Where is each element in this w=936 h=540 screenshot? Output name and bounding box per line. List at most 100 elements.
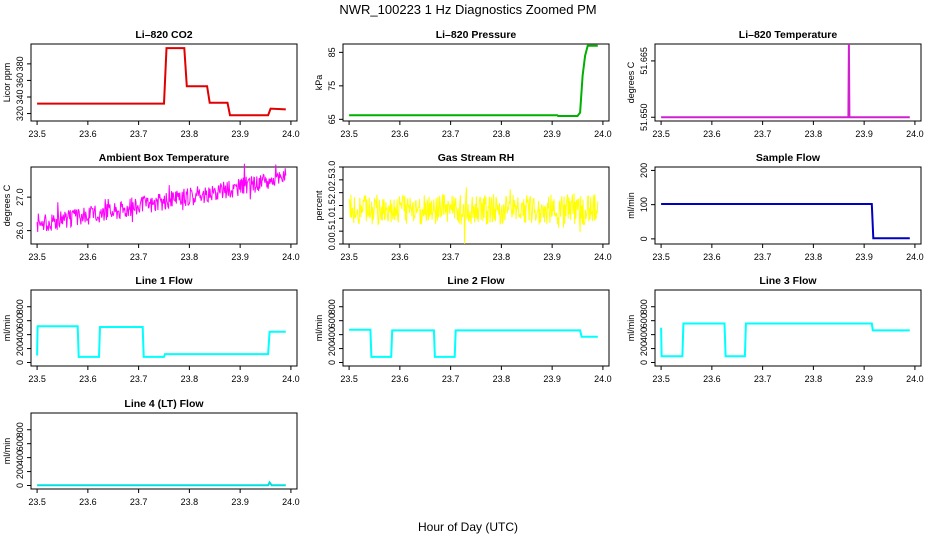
y-tick-label: 340 bbox=[15, 89, 25, 104]
x-tick-label: 23.6 bbox=[391, 129, 409, 139]
x-tick-label: 23.8 bbox=[493, 129, 511, 139]
y-tick-label: 380 bbox=[15, 56, 25, 71]
y-tick-label: 1.5 bbox=[327, 199, 337, 212]
x-tick-label: 23.7 bbox=[130, 374, 148, 384]
x-tick-label: 23.9 bbox=[855, 252, 873, 262]
y-tick-label: 0.5 bbox=[327, 225, 337, 238]
chart-panel: Li–820 Pressure kPa 23.5 23.6 23.7 23.8 23.9 24… bbox=[314, 29, 612, 139]
y-tick-label: 400 bbox=[639, 327, 649, 342]
panel-title: Li–820 Temperature bbox=[739, 29, 838, 41]
x-tick-label: 23.9 bbox=[231, 129, 249, 139]
plot-frame bbox=[654, 43, 922, 122]
y-tick-label: 200 bbox=[15, 464, 25, 479]
plot-frame bbox=[342, 289, 610, 367]
x-tick-label: 23.6 bbox=[79, 497, 97, 507]
x-tick-label: 23.9 bbox=[855, 129, 873, 139]
x-tick-label: 23.9 bbox=[543, 252, 561, 262]
x-tick-label: 23.5 bbox=[340, 252, 358, 262]
x-tick-label: 23.9 bbox=[231, 497, 249, 507]
y-tick-label: 200 bbox=[327, 341, 337, 356]
y-tick-label: 800 bbox=[327, 299, 337, 314]
y-axis-label: kPa bbox=[314, 75, 324, 91]
x-tick-label: 23.5 bbox=[28, 129, 46, 139]
plot-frame bbox=[30, 289, 298, 367]
y-tick-label: 0 bbox=[15, 483, 25, 488]
y-tick-label: 200 bbox=[639, 163, 649, 178]
chart-panels: Li–820 CO2 Licor ppm 23.5 23.6 23.7 23.8 23.9 2… bbox=[2, 29, 924, 507]
plot-frame bbox=[30, 412, 298, 490]
chart-panel: Li–820 CO2 Licor ppm 23.5 23.6 23.7 23.8 23.9 2… bbox=[2, 29, 300, 139]
x-tick-label: 24.0 bbox=[282, 497, 300, 507]
chart-panel: Sample Flow ml/min 23.5 23.6 23.7 23.8 23.9 24.… bbox=[626, 152, 924, 262]
y-tick-label: 51.650 bbox=[639, 103, 649, 131]
series-line bbox=[348, 187, 599, 244]
y-tick-label: 0 bbox=[327, 360, 337, 365]
chart-panel: Line 2 Flow ml/min 23.5 23.6 23.7 23.8 23.9 24.… bbox=[314, 275, 612, 384]
chart-panel: Gas Stream RH percent 23.5 23.6 23.7 23.8 23.9… bbox=[314, 152, 612, 262]
y-tick-label: 0 bbox=[639, 360, 649, 365]
x-tick-label: 23.8 bbox=[805, 374, 823, 384]
panel-title: Line 1 Flow bbox=[135, 275, 193, 287]
y-tick-label: 200 bbox=[15, 341, 25, 356]
y-tick-label: 600 bbox=[327, 313, 337, 328]
x-tick-label: 24.0 bbox=[282, 129, 300, 139]
series-line bbox=[36, 163, 287, 233]
y-tick-label: 51.665 bbox=[639, 47, 649, 75]
x-tick-label: 23.6 bbox=[391, 374, 409, 384]
x-tick-label: 23.8 bbox=[493, 252, 511, 262]
y-axis-label: ml/min bbox=[2, 315, 12, 342]
chart-panel: Line 1 Flow ml/min 23.5 23.6 23.7 23.8 23.9 24.… bbox=[2, 275, 300, 384]
x-tick-label: 23.7 bbox=[442, 129, 460, 139]
panel-title: Gas Stream RH bbox=[438, 152, 514, 164]
x-tick-label: 23.5 bbox=[652, 252, 670, 262]
panel-title: Sample Flow bbox=[756, 152, 821, 164]
panel-title: Line 2 Flow bbox=[447, 275, 505, 287]
x-tick-label: 24.0 bbox=[282, 374, 300, 384]
x-tick-label: 24.0 bbox=[594, 252, 612, 262]
x-tick-label: 23.9 bbox=[231, 374, 249, 384]
plot-frame bbox=[654, 289, 922, 367]
series-line bbox=[36, 325, 286, 358]
x-tick-label: 23.5 bbox=[28, 252, 46, 262]
x-tick-label: 23.5 bbox=[340, 374, 358, 384]
y-tick-label: 85 bbox=[327, 47, 337, 57]
x-tick-label: 23.5 bbox=[652, 129, 670, 139]
y-tick-label: 0 bbox=[639, 236, 649, 241]
y-tick-label: 400 bbox=[15, 327, 25, 342]
y-tick-label: 600 bbox=[639, 313, 649, 328]
y-axis-label: degrees C bbox=[626, 61, 636, 103]
y-axis-label: degrees C bbox=[2, 184, 12, 226]
x-tick-label: 23.9 bbox=[543, 129, 561, 139]
y-tick-label: 2.0 bbox=[327, 186, 337, 199]
x-tick-label: 23.6 bbox=[79, 252, 97, 262]
x-tick-label: 24.0 bbox=[282, 252, 300, 262]
x-tick-label: 24.0 bbox=[594, 374, 612, 384]
x-tick-label: 23.8 bbox=[805, 129, 823, 139]
x-tick-label: 23.8 bbox=[805, 252, 823, 262]
y-axis-label: percent bbox=[314, 190, 324, 221]
x-tick-label: 23.8 bbox=[181, 252, 199, 262]
y-axis-label: Licor ppm bbox=[2, 63, 12, 103]
y-axis-label: ml/min bbox=[626, 192, 636, 219]
x-tick-label: 23.7 bbox=[442, 374, 460, 384]
panel-title: Li–820 Pressure bbox=[436, 29, 517, 41]
plot-frame bbox=[30, 43, 298, 122]
x-tick-label: 23.6 bbox=[79, 374, 97, 384]
x-tick-label: 23.8 bbox=[181, 497, 199, 507]
panel-title: Ambient Box Temperature bbox=[99, 152, 230, 164]
x-tick-label: 23.5 bbox=[28, 374, 46, 384]
figure-xlabel: Hour of Day (UTC) bbox=[418, 520, 518, 534]
y-tick-label: 26.0 bbox=[15, 222, 25, 240]
x-tick-label: 23.8 bbox=[181, 374, 199, 384]
panel-title: Line 4 (LT) Flow bbox=[124, 398, 204, 410]
x-tick-label: 24.0 bbox=[906, 374, 924, 384]
y-axis-label: ml/min bbox=[314, 315, 324, 342]
x-tick-label: 24.0 bbox=[594, 129, 612, 139]
x-tick-label: 23.8 bbox=[493, 374, 511, 384]
plot-frame bbox=[30, 166, 298, 245]
chart-panel: Line 4 (LT) Flow ml/min 23.5 23.6 23.7 23.8 23… bbox=[2, 398, 300, 507]
y-axis-label: ml/min bbox=[626, 315, 636, 342]
x-tick-label: 23.9 bbox=[543, 374, 561, 384]
x-tick-label: 23.6 bbox=[703, 129, 721, 139]
